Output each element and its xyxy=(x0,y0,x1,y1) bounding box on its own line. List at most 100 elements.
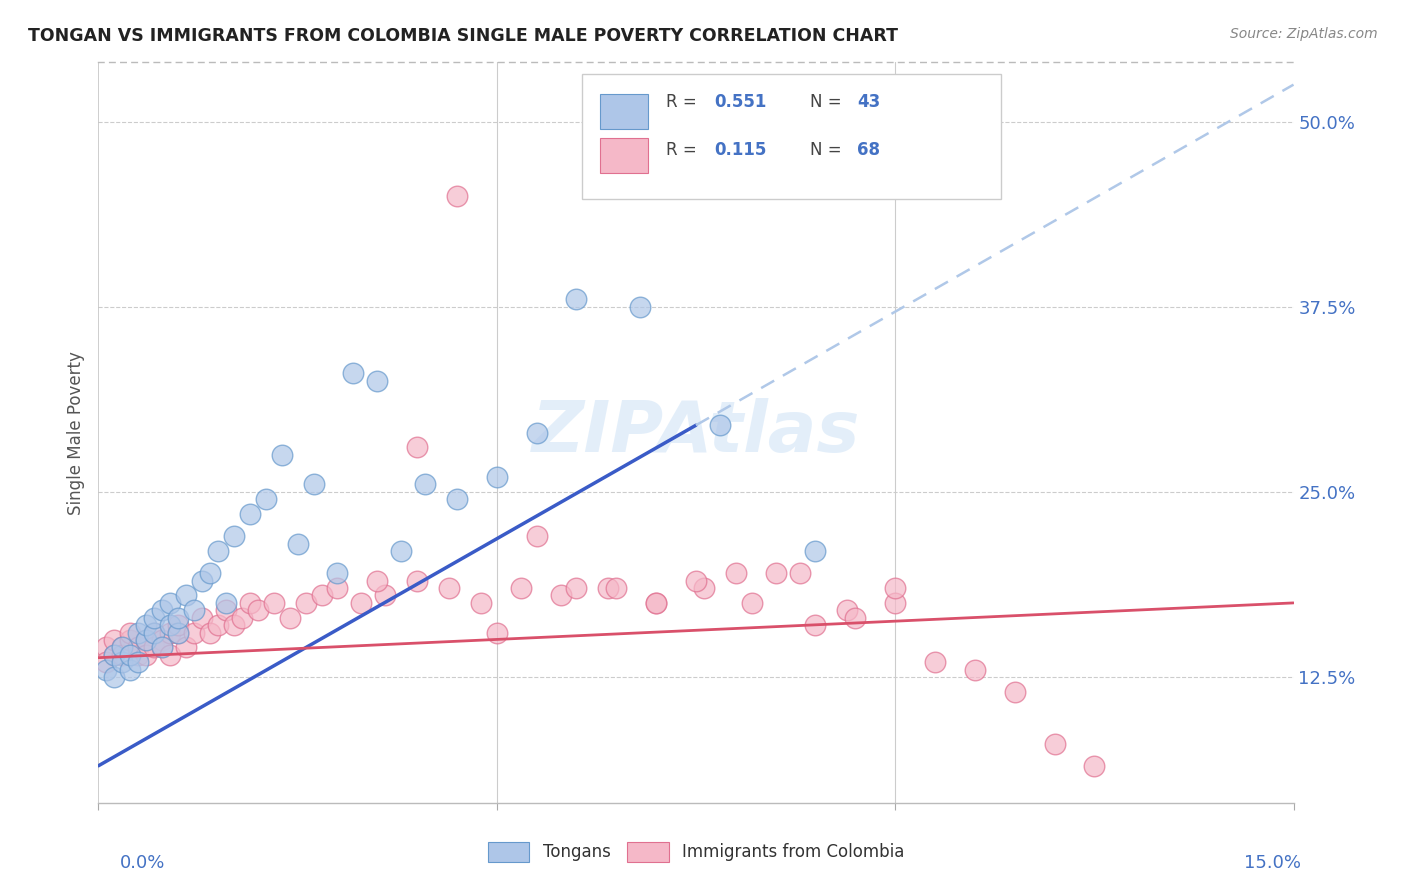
Point xyxy=(645,596,668,610)
Point xyxy=(159,625,181,640)
Point xyxy=(167,610,190,624)
Point xyxy=(143,610,166,624)
Point xyxy=(741,596,763,610)
Point xyxy=(1004,685,1026,699)
Point xyxy=(470,596,492,610)
Point xyxy=(804,544,827,558)
Point xyxy=(222,529,245,543)
Point xyxy=(103,670,125,684)
Point xyxy=(215,596,238,610)
Point xyxy=(789,566,811,581)
FancyBboxPatch shape xyxy=(582,73,1001,200)
Text: 0.115: 0.115 xyxy=(714,141,766,159)
Point xyxy=(127,625,149,640)
Text: 15.0%: 15.0% xyxy=(1243,855,1301,872)
Point xyxy=(1083,758,1105,772)
Point xyxy=(509,581,531,595)
Point xyxy=(222,618,245,632)
Point xyxy=(709,418,731,433)
Point xyxy=(120,648,142,662)
Point xyxy=(96,655,118,669)
Point xyxy=(135,632,157,647)
Point xyxy=(135,618,157,632)
Point xyxy=(270,448,292,462)
Point xyxy=(311,589,333,603)
Point xyxy=(374,589,396,603)
Point xyxy=(127,655,149,669)
Point xyxy=(191,610,214,624)
Text: R =: R = xyxy=(666,141,702,159)
Point xyxy=(103,648,125,662)
Point xyxy=(342,367,364,381)
Text: 0.551: 0.551 xyxy=(714,93,766,111)
Text: ZIPAtlas: ZIPAtlas xyxy=(531,398,860,467)
Point xyxy=(215,603,238,617)
Point xyxy=(924,655,946,669)
Point xyxy=(685,574,707,588)
Point xyxy=(183,603,205,617)
Point xyxy=(628,300,651,314)
Point xyxy=(413,477,436,491)
Point xyxy=(207,618,229,632)
Point xyxy=(963,663,986,677)
Point xyxy=(844,610,866,624)
Point xyxy=(167,625,190,640)
Point xyxy=(326,566,349,581)
Point xyxy=(103,648,125,662)
Y-axis label: Single Male Poverty: Single Male Poverty xyxy=(66,351,84,515)
Point xyxy=(263,596,285,610)
Text: 68: 68 xyxy=(858,141,880,159)
Text: N =: N = xyxy=(810,141,846,159)
Point xyxy=(526,529,548,543)
FancyBboxPatch shape xyxy=(600,94,648,129)
Point xyxy=(446,188,468,202)
Point xyxy=(120,663,142,677)
Point xyxy=(96,663,118,677)
Point xyxy=(326,581,349,595)
Point xyxy=(366,574,388,588)
Point xyxy=(111,640,134,655)
Point xyxy=(183,625,205,640)
Legend: Tongans, Immigrants from Colombia: Tongans, Immigrants from Colombia xyxy=(481,835,911,869)
Point xyxy=(127,640,149,655)
Point xyxy=(159,596,181,610)
FancyBboxPatch shape xyxy=(600,138,648,173)
Point xyxy=(174,640,197,655)
Point xyxy=(239,596,262,610)
Point xyxy=(526,425,548,440)
Point xyxy=(103,632,125,647)
Point xyxy=(366,374,388,388)
Point xyxy=(150,640,173,655)
Point xyxy=(485,625,508,640)
Point xyxy=(246,603,269,617)
Point xyxy=(231,610,253,624)
Point xyxy=(565,293,588,307)
Point xyxy=(207,544,229,558)
Point xyxy=(278,610,301,624)
Point xyxy=(167,625,190,640)
Point xyxy=(294,596,316,610)
Point xyxy=(96,640,118,655)
Point xyxy=(150,640,173,655)
Point xyxy=(605,581,627,595)
Point xyxy=(159,618,181,632)
Point xyxy=(239,507,262,521)
Text: TONGAN VS IMMIGRANTS FROM COLOMBIA SINGLE MALE POVERTY CORRELATION CHART: TONGAN VS IMMIGRANTS FROM COLOMBIA SINGL… xyxy=(28,27,898,45)
Point xyxy=(287,536,309,550)
Point xyxy=(565,581,588,595)
Point xyxy=(406,574,429,588)
Point xyxy=(143,640,166,655)
Point xyxy=(254,492,277,507)
Point xyxy=(150,632,173,647)
Point xyxy=(406,441,429,455)
Point xyxy=(174,589,197,603)
Point xyxy=(120,625,142,640)
Point xyxy=(446,492,468,507)
Point xyxy=(143,625,166,640)
Point xyxy=(724,566,747,581)
Point xyxy=(120,632,142,647)
Text: Source: ZipAtlas.com: Source: ZipAtlas.com xyxy=(1230,27,1378,41)
Point xyxy=(111,655,134,669)
Text: N =: N = xyxy=(810,93,846,111)
Point xyxy=(198,566,221,581)
